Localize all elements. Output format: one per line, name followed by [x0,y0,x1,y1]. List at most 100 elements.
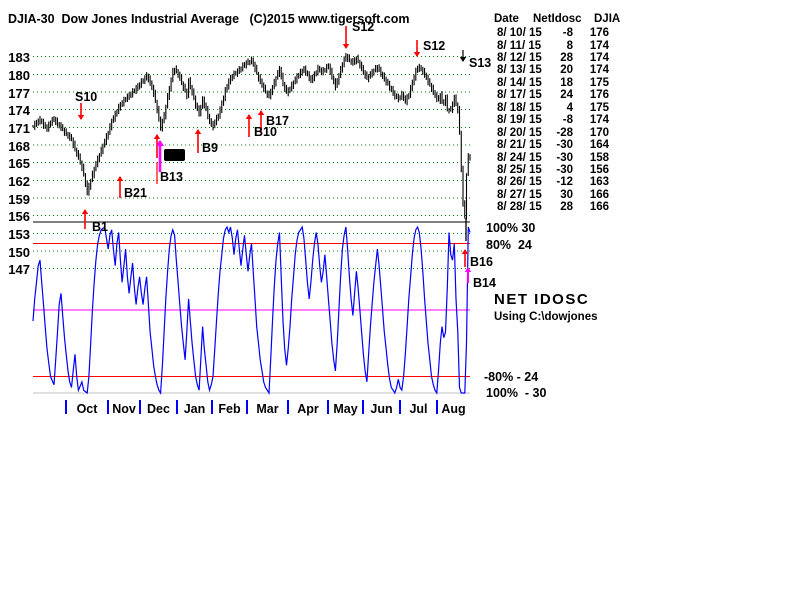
price-axis-label: 150 [8,244,30,260]
signal-label-b9: B9 [202,141,218,155]
price-axis-label: 174 [8,103,30,119]
table-header-djia: DJIA [594,13,621,25]
signal-arrow-head [156,140,164,146]
djia-cell: 175 [589,101,609,114]
djia-cell: 170 [589,126,609,139]
djia-cell: 174 [589,39,609,52]
table-row: 8/ 17/ 15 24 176 [497,89,627,101]
table-row: 8/ 12/ 15 28 174 [497,52,627,64]
signal-arrow-head [464,267,472,272]
price-axis-label: 159 [8,191,30,207]
table-row: 8/ 19/ 15 -8 174 [497,114,627,126]
date-cell: 8/ 11/ 15 [497,39,542,52]
price-axis-label: 153 [8,226,30,242]
chart-title: DJIA-30 Dow Jones Industrial Average (C)… [8,12,410,26]
signal-label-b13: B13 [160,170,183,184]
month-label: May [333,402,358,416]
djia-cell: 176 [589,27,609,39]
table-row: 8/ 10/ 15 -8 176 [497,27,627,39]
signal-arrow-head [257,110,265,115]
date-cell: 8/ 14/ 15 [497,76,542,89]
signal-label-b16: B16 [470,255,493,269]
signal-label-s13: S13 [469,56,492,70]
netidosc-cell: -30 [556,139,573,152]
price-axis-label: 156 [8,209,30,225]
price-axis-label: 147 [8,262,30,278]
signal-arrow-head [461,249,469,254]
signal-arrow-head [81,209,89,214]
price-axis-label: 183 [8,50,30,66]
date-cell: 8/ 12/ 15 [497,51,542,64]
netidosc-cell: -8 [562,27,573,39]
signal-label-b17: B17 [266,114,289,128]
date-cell: 8/ 13/ 15 [497,64,542,77]
netidosc-cell: -30 [556,151,573,164]
table-row: 8/ 26/ 15 -12 163 [497,176,627,188]
month-label: Feb [218,402,241,416]
table-header-netidosc: NetIdosc [533,13,582,25]
table-row: 8/ 27/ 15 30 166 [497,189,627,201]
osc-label-minus80: -80% - 24 [484,370,539,384]
netidosc-cell: -28 [556,126,573,139]
osc-label-plus80: 80% 24 [486,238,532,252]
date-cell: 8/ 21/ 15 [497,139,542,152]
netidosc-cell: 18 [560,76,573,89]
djia-cell: 174 [589,64,609,77]
signal-arrow-head [194,129,202,134]
netidosc-cell: -30 [556,163,573,176]
table-header-date: Date [494,13,519,25]
signal-label-b10: B10 [254,125,277,139]
table-row: 8/ 11/ 15 8 174 [497,40,627,52]
netidosc-cell: -8 [562,114,573,127]
price-axis-label: 168 [8,138,30,154]
signal-arrow-head [413,52,421,57]
date-cell: 8/ 17/ 15 [497,89,542,102]
date-cell: 8/ 28/ 15 [497,201,542,214]
djia-cell: 166 [589,201,609,214]
signal-arrow-head [116,176,124,181]
date-cell: 8/ 27/ 15 [497,188,542,201]
month-label: Mar [256,402,279,416]
month-label: Apr [297,402,319,416]
djia-cell: 158 [589,151,609,164]
netidosc-cell: 4 [566,101,573,114]
price-axis-label: 177 [8,85,30,101]
djia-cell: 156 [589,163,609,176]
osc-label-minus100: 100% - 30 [486,386,547,400]
signal-arrow-head [245,114,253,119]
month-label: Jul [409,402,428,416]
table-row: 8/ 13/ 15 20 174 [497,64,627,76]
month-label: Dec [147,402,170,416]
djia-cell: 163 [589,176,609,189]
table-row: 8/ 21/ 15 -30 164 [497,139,627,151]
oscillator-line [32,225,471,395]
table-row: 8/ 20/ 15 -28 170 [497,127,627,139]
netidosc-cell: 28 [560,51,573,64]
signal-label-s12: S12 [352,20,375,34]
netidosc-cell: 24 [560,89,573,102]
month-label: Aug [441,402,466,416]
djia-cell: 176 [589,89,609,102]
netidosc-cell: 8 [566,39,573,52]
date-cell: 8/ 26/ 15 [497,176,542,189]
price-axis-label: 162 [8,173,30,189]
djia-cell: 166 [589,188,609,201]
date-cell: 8/ 20/ 15 [497,126,542,139]
date-cell: 8/ 18/ 15 [497,101,542,114]
osc-label-plus100: 100% 30 [486,221,536,235]
date-cell: 8/ 10/ 15 [497,27,542,39]
djia-cell: 174 [589,114,609,127]
month-label: Jun [370,402,393,416]
signal-label-b14: B14 [473,276,496,290]
djia-cell: 175 [589,76,609,89]
djia-cell: 164 [589,139,609,152]
signal-label-s12: S12 [423,39,446,53]
netidosc-cell: -12 [556,176,573,189]
date-cell: 8/ 19/ 15 [497,114,542,127]
table-row: 8/ 28/ 15 28 166 [497,201,627,213]
price-axis-label: 171 [8,120,30,136]
table-row: 8/ 18/ 15 4 175 [497,102,627,114]
date-cell: 8/ 25/ 15 [497,163,542,176]
month-label: Oct [76,402,98,416]
month-label: Nov [112,402,136,416]
